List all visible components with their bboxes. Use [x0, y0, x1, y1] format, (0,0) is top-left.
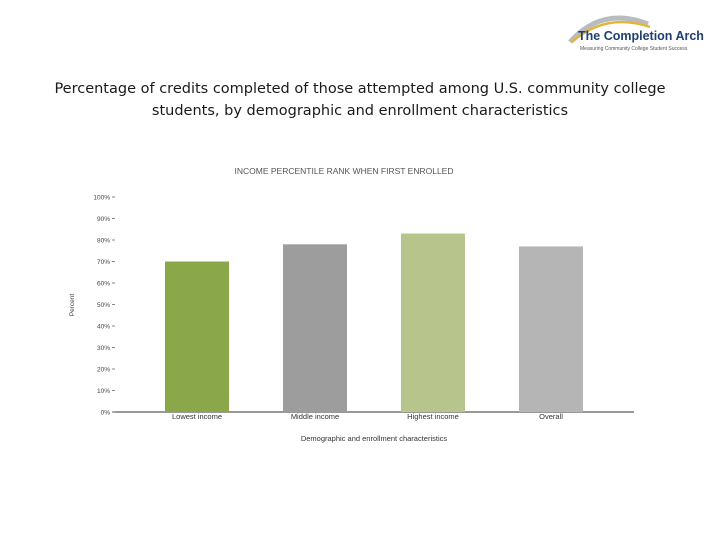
y-tick-label: 70%	[97, 259, 110, 266]
bar-3	[519, 246, 583, 412]
brand-tagline: Measuring Community College Student Succ…	[580, 46, 688, 52]
y-tick-label: 40%	[97, 324, 110, 331]
y-axis-label: Percent	[69, 294, 76, 317]
y-tick-label: 80%	[97, 238, 110, 245]
x-tick-label: Lowest income	[172, 412, 222, 421]
y-tick-label: 30%	[97, 345, 110, 352]
chart-title: INCOME PERCENTILE RANK WHEN FIRST ENROLL…	[235, 166, 454, 176]
brand-name: The Completion Arch	[578, 29, 704, 43]
bar-1	[283, 244, 347, 412]
y-tick-label: 0%	[101, 410, 111, 417]
x-tick-label: Highest income	[407, 412, 459, 421]
x-tick-label: Middle income	[291, 412, 339, 421]
x-axis-label: Demographic and enrollment characteristi…	[301, 434, 448, 443]
y-tick-label: 20%	[97, 367, 110, 374]
arch-logo-icon	[568, 15, 651, 44]
y-tick-label: 60%	[97, 281, 110, 288]
y-tick-label: 90%	[97, 216, 110, 223]
x-tick-label: Overall	[539, 412, 563, 421]
y-tick-label: 10%	[97, 388, 110, 395]
page-title: Percentage of credits completed of those…	[54, 81, 666, 119]
bars-group	[165, 233, 583, 412]
x-axis: Lowest income Middle income Highest income…	[172, 412, 563, 421]
bar-2	[401, 233, 465, 412]
y-tick-label: 100%	[93, 195, 110, 202]
y-tick-label: 50%	[97, 302, 110, 309]
bar-0	[165, 261, 229, 412]
y-axis: 0% 10% 20% 30% 40% 50% 60% 70% 80% 90% 100%	[93, 195, 115, 417]
brand-logo: The Completion Arch Measuring Community …	[562, 12, 712, 58]
